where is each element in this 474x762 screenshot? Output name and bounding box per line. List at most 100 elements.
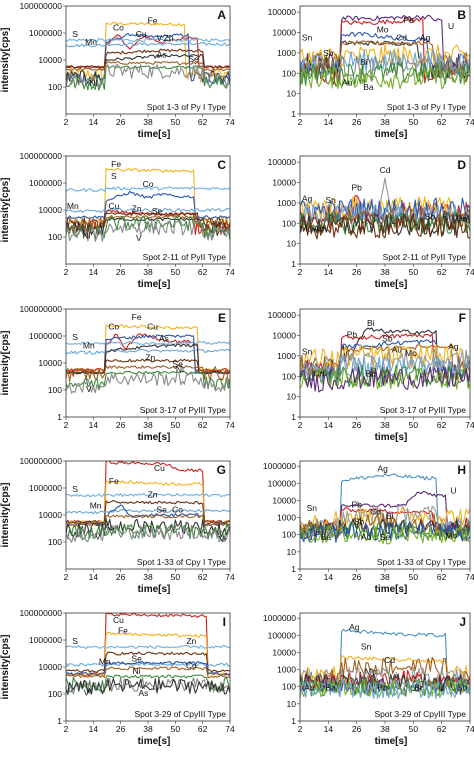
- series-annotation: Mn: [85, 37, 97, 47]
- x-tick-label: 38: [380, 117, 390, 127]
- series-group: [66, 613, 230, 696]
- series-annotation: As: [157, 50, 167, 60]
- series-annotation: Cu: [136, 29, 147, 39]
- series-group: [66, 461, 230, 543]
- x-tick-label: 2: [64, 267, 69, 277]
- y-tick-label: 1: [57, 716, 62, 726]
- x-tick-label: 14: [324, 420, 334, 430]
- x-tick-label: 50: [409, 724, 419, 734]
- y-tick-label: 1000000: [29, 635, 62, 645]
- series-annotation: Sb: [354, 516, 365, 526]
- panel-G: 2 14 26 38 50 62 74 100 10000 1000000 100000000 tim…: [0, 456, 235, 595]
- x-axis-label: time[s]: [375, 584, 408, 595]
- series-annotation: Sn: [307, 503, 318, 513]
- x-tick-label: 62: [437, 724, 447, 734]
- y-tick-label: 100: [282, 68, 296, 78]
- series-line-Ba: [300, 66, 470, 90]
- x-tick-label: 26: [116, 724, 126, 734]
- y-tick-label: 1000000: [29, 331, 62, 341]
- y-tick-label: 100: [282, 682, 296, 692]
- series-annotation: Ni: [82, 230, 90, 240]
- series-annotation: Ni: [89, 78, 97, 88]
- series-line-Fe: [66, 631, 230, 676]
- x-tick-label: 2: [64, 572, 69, 582]
- y-tick-label: 100000: [268, 478, 297, 488]
- series-line-Mo: [300, 348, 470, 378]
- series-group: [66, 324, 230, 394]
- y-tick-label: 1000000: [29, 28, 62, 38]
- series-annotation: Zn: [186, 636, 196, 646]
- series-annotation: Cd: [370, 507, 381, 517]
- panel-C: 2 14 26 38 50 62 74 100 10000 1000000 100000000 tim…: [0, 151, 235, 290]
- series-annotation: S: [72, 636, 78, 646]
- panel-caption: Spot 3-29 of CpyIII Type: [374, 709, 466, 719]
- series-annotation: V: [136, 233, 142, 243]
- series-annotation: Bi: [386, 511, 394, 521]
- y-tick-label: 1: [291, 412, 296, 422]
- panel-letter: H: [457, 463, 466, 477]
- x-axis-label: time[s]: [138, 129, 171, 140]
- series-annotation: Sn: [302, 33, 313, 43]
- series-annotation: Bi: [367, 318, 375, 328]
- series-annotation: Sn: [325, 195, 336, 205]
- y-tick-label: 100: [48, 232, 62, 242]
- x-tick-label: 50: [171, 117, 181, 127]
- series-annotation: Cu: [108, 201, 119, 211]
- x-tick-label: 62: [198, 117, 208, 127]
- panel-caption: Spot 3-29 of CpyIII Type: [134, 709, 226, 719]
- series-annotation: Zn: [164, 33, 174, 43]
- series-annotation: Mn: [90, 501, 102, 511]
- panel-caption: Spot 1-33 of Cpy I Type: [137, 557, 226, 567]
- y-axis-label: intensity[cps]: [0, 482, 11, 547]
- panel-letter: B: [457, 8, 466, 22]
- x-axis-label: time[s]: [138, 584, 171, 595]
- panel-J: 2 14 26 38 50 62 74 1 10 100 1000 10000 100000 100000…: [263, 612, 474, 747]
- x-tick-label: 14: [324, 572, 334, 582]
- panel-E: 2 14 26 38 50 62 74 1 100 10000 1000000 100000000 ti…: [0, 304, 235, 443]
- series-line-Mo: [300, 666, 470, 689]
- y-tick-label: 100: [48, 537, 62, 547]
- x-tick-label: 38: [143, 420, 153, 430]
- y-tick-label: 100: [48, 385, 62, 395]
- x-axis-label: time[s]: [138, 736, 171, 747]
- series-annotation: Sb: [457, 683, 468, 693]
- series-annotation: V: [86, 384, 92, 394]
- series-annotation: Cd: [313, 368, 324, 378]
- y-tick-label: 10000: [272, 331, 296, 341]
- y-tick-label: 10000: [38, 510, 62, 520]
- series-line-Mn: [66, 42, 230, 48]
- series-line-Mo: [300, 524, 470, 545]
- series-annotation: Sb: [425, 212, 436, 222]
- y-tick-label: 100000: [268, 157, 297, 167]
- series-annotation: V: [157, 33, 163, 43]
- y-tick-label: 100: [48, 689, 62, 699]
- series-annotation: Mn: [99, 657, 111, 667]
- y-tick-label: 10: [287, 239, 297, 249]
- series-line-Ba: [300, 366, 470, 390]
- series-line-Cu: [66, 613, 230, 676]
- series-annotation: S: [72, 29, 78, 39]
- x-tick-label: 14: [324, 267, 334, 277]
- x-tick-label: 14: [89, 724, 99, 734]
- series-line-S: [66, 493, 230, 498]
- x-tick-label: 38: [143, 267, 153, 277]
- series-annotation: Mo: [300, 223, 312, 233]
- panel-A: 2 14 26 38 50 62 74 100 10000 1000000 100000000 tim…: [0, 1, 235, 140]
- x-tick-label: 50: [171, 420, 181, 430]
- panel-D: 2 14 26 38 50 62 74 1 10 100 1000 10000 100000 time[s…: [268, 155, 474, 290]
- x-tick-label: 2: [64, 724, 69, 734]
- series-annotation: Ag: [448, 342, 459, 352]
- y-tick-label: 10000: [272, 495, 296, 505]
- series-line-Ag: [300, 40, 470, 75]
- x-tick-label: 50: [409, 572, 419, 582]
- series-annotation: As: [138, 688, 148, 698]
- x-tick-label: 62: [437, 267, 447, 277]
- panel-caption: Spot 1-3 of Py I Type: [387, 102, 466, 112]
- x-tick-label: 26: [116, 117, 126, 127]
- series-annotation: Mn: [83, 340, 95, 350]
- x-tick-label: 62: [198, 724, 208, 734]
- panel-letter: J: [459, 615, 466, 629]
- x-axis-label: time[s]: [375, 432, 408, 443]
- x-tick-label: 62: [198, 572, 208, 582]
- series-line-Ni: [66, 524, 230, 543]
